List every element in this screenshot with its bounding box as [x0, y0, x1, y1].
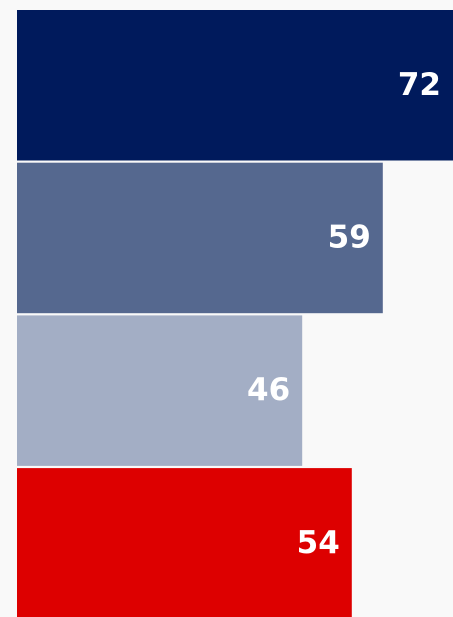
- value-label: 59: [328, 219, 371, 255]
- bar: [17, 162, 383, 314]
- bar: [17, 315, 303, 466]
- bar: [17, 468, 352, 617]
- bar: [17, 10, 453, 161]
- value-label: 46: [247, 372, 290, 408]
- value-label: 54: [297, 525, 340, 561]
- value-label: 72: [398, 67, 441, 103]
